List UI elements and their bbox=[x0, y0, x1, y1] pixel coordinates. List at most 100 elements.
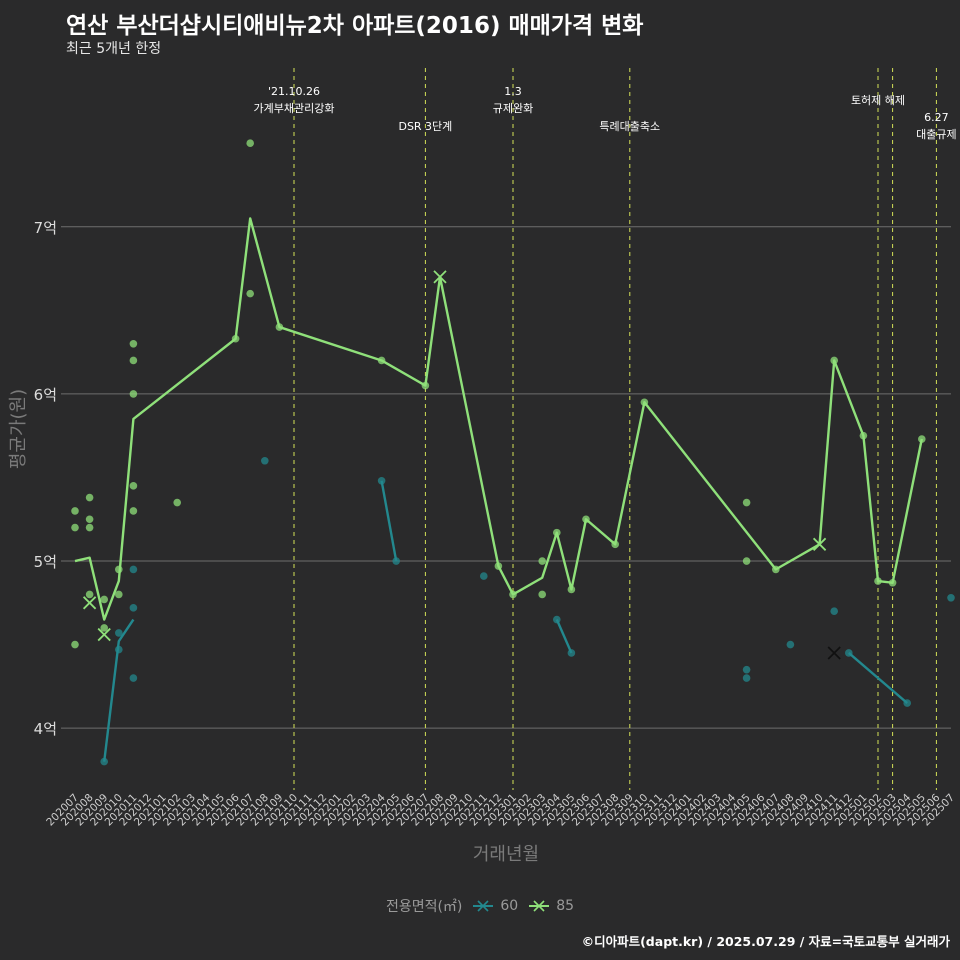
series-85-point bbox=[553, 528, 561, 537]
event-label: '21.10.26 bbox=[268, 85, 320, 98]
series-85-point bbox=[71, 523, 79, 532]
series-85-point bbox=[129, 356, 138, 365]
series-60-point bbox=[392, 557, 401, 565]
series-85-point bbox=[85, 523, 94, 532]
series-85-point bbox=[85, 590, 94, 599]
series-60-point bbox=[115, 629, 123, 637]
series-85-point bbox=[830, 356, 838, 365]
legend-item-85: 85 bbox=[528, 898, 574, 914]
series-85-max-marker bbox=[433, 270, 447, 284]
series-85-point bbox=[129, 390, 138, 398]
series-85-point bbox=[494, 562, 503, 570]
series-85-point bbox=[115, 590, 123, 599]
series-60-line bbox=[103, 618, 135, 762]
series-85-point bbox=[859, 431, 868, 440]
series-60-max-marker bbox=[827, 646, 841, 660]
series-85-point bbox=[874, 577, 882, 585]
series-85-point bbox=[640, 398, 649, 407]
series-85-point bbox=[538, 557, 546, 565]
series-85 bbox=[71, 139, 926, 649]
series-85-point bbox=[100, 624, 108, 632]
legend-label-85: 85 bbox=[556, 898, 575, 914]
legend-item-60: 60 bbox=[472, 898, 518, 914]
event-label: 가계부채관리강화 bbox=[254, 102, 335, 115]
legend: 전용면적(㎡) 60 85 bbox=[0, 896, 960, 916]
series-85-point bbox=[421, 381, 430, 390]
series-60-point bbox=[129, 604, 138, 612]
series-85-point bbox=[538, 590, 546, 599]
series-85-point bbox=[71, 507, 79, 515]
y-tick-label: 4억 bbox=[34, 720, 57, 738]
y-tick-label: 7억 bbox=[34, 219, 57, 237]
series-85-point bbox=[100, 595, 108, 604]
series-85-point bbox=[582, 515, 590, 524]
series-85-max-marker bbox=[812, 537, 827, 551]
series-60-line bbox=[380, 480, 398, 562]
series-85-max-marker bbox=[82, 596, 97, 610]
grid bbox=[61, 226, 951, 729]
series-85-point bbox=[742, 498, 751, 507]
series-85-point bbox=[71, 640, 79, 649]
series-60-point bbox=[377, 477, 386, 485]
series-85-point bbox=[231, 334, 240, 343]
series-85-point bbox=[173, 498, 181, 507]
series-85-point bbox=[772, 565, 780, 574]
legend-key-85 bbox=[529, 900, 550, 912]
event-label: 특례대출축소 bbox=[599, 120, 660, 133]
series-85-point bbox=[129, 482, 138, 490]
x-axis-title: 거래년월 bbox=[473, 844, 539, 865]
source-caption: ©디아파트(dapt.kr) / 2025.07.29 / 자료=국토교통부 실… bbox=[581, 934, 950, 949]
series-60-point bbox=[100, 757, 108, 766]
legend-key-60 bbox=[473, 900, 494, 912]
series-85-point bbox=[377, 356, 386, 365]
series-85-point bbox=[85, 515, 94, 524]
series-85-point bbox=[509, 590, 517, 599]
series-60-point bbox=[786, 640, 795, 649]
series-60-point bbox=[567, 649, 576, 657]
chart-title: 연산 부산더샵시티애비뉴2차 아파트(2016) 매매가격 변화 bbox=[66, 13, 644, 39]
series-85-point bbox=[129, 507, 138, 515]
y-tick-label: 6억 bbox=[34, 386, 57, 404]
series-60-point bbox=[903, 699, 911, 707]
series-60-point bbox=[129, 565, 138, 574]
series-85-point bbox=[611, 540, 619, 549]
legend-label-60: 60 bbox=[500, 898, 519, 914]
series-85-point bbox=[275, 323, 284, 331]
y-axis-title: 평균가(원) bbox=[8, 389, 29, 469]
series-60-line bbox=[555, 619, 573, 654]
event-label: 규제완화 bbox=[493, 102, 533, 115]
event-label: DSR 3단계 bbox=[398, 120, 452, 133]
series-60-point bbox=[830, 607, 838, 615]
series-85-point bbox=[567, 585, 576, 594]
series-85-point bbox=[85, 493, 94, 502]
series-60-point bbox=[845, 649, 853, 657]
series-60 bbox=[100, 456, 955, 766]
series-85-point bbox=[888, 578, 897, 587]
series-85-point bbox=[246, 289, 254, 298]
series-85-line bbox=[74, 217, 923, 621]
event-label: 6.27 bbox=[924, 111, 949, 124]
series-60-point bbox=[480, 572, 488, 580]
chart-subtitle: 최근 5개년 한정 bbox=[66, 41, 162, 57]
series-60-point bbox=[742, 665, 751, 674]
y-tick-label: 5억 bbox=[34, 553, 57, 571]
legend-title: 전용면적(㎡) bbox=[385, 899, 463, 915]
series-60-point bbox=[115, 645, 123, 654]
series-60-line bbox=[848, 652, 908, 705]
event-lines bbox=[293, 68, 937, 790]
series-60-point bbox=[553, 615, 561, 624]
series-85-point bbox=[918, 435, 926, 443]
series-60-point bbox=[129, 674, 138, 682]
series-85-point bbox=[129, 339, 138, 348]
series-60-point bbox=[261, 456, 269, 465]
series-85-max-marker bbox=[97, 627, 111, 642]
x-axis: 2020072020082020092020102020112020122021… bbox=[44, 791, 957, 865]
series-85-point bbox=[246, 139, 254, 148]
series-60-point bbox=[947, 594, 955, 602]
series-85-point bbox=[742, 557, 751, 565]
event-label: 대출규제 bbox=[916, 128, 956, 141]
series-85-point bbox=[115, 565, 123, 574]
